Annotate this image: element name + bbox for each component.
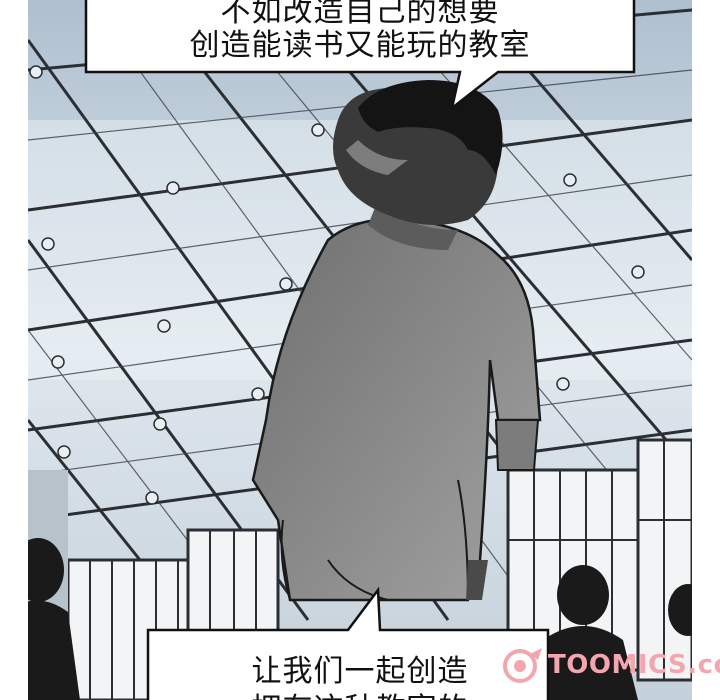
speech-bubble-top <box>84 0 636 112</box>
toomics-logo-icon <box>503 648 542 683</box>
speech-bubble-bottom <box>146 586 550 700</box>
figure-hair <box>358 80 503 175</box>
background-people <box>28 538 692 700</box>
speech-bubble-bottom-line1: 让我们一起创造 <box>251 654 469 689</box>
panel-artwork <box>28 0 692 700</box>
hanging-lamps <box>29 65 645 505</box>
watermark-text: TOOMICS.com <box>548 650 720 680</box>
toomics-watermark: TOOMICS.com <box>498 646 720 686</box>
comic-panel: 不如改造自己的想要 创造能读书又能玩的教室 让我们一起创造 拥有这种教室的 <box>28 0 692 700</box>
speech-bubble-top-line2: 创造能读书又能玩的教室 <box>189 28 531 63</box>
speech-bubble-bottom-line2: 拥有这种教室的 <box>28 684 692 700</box>
speech-bubble-top-line1: 不如改造自己的想要 <box>220 0 500 29</box>
main-figure <box>251 80 542 602</box>
